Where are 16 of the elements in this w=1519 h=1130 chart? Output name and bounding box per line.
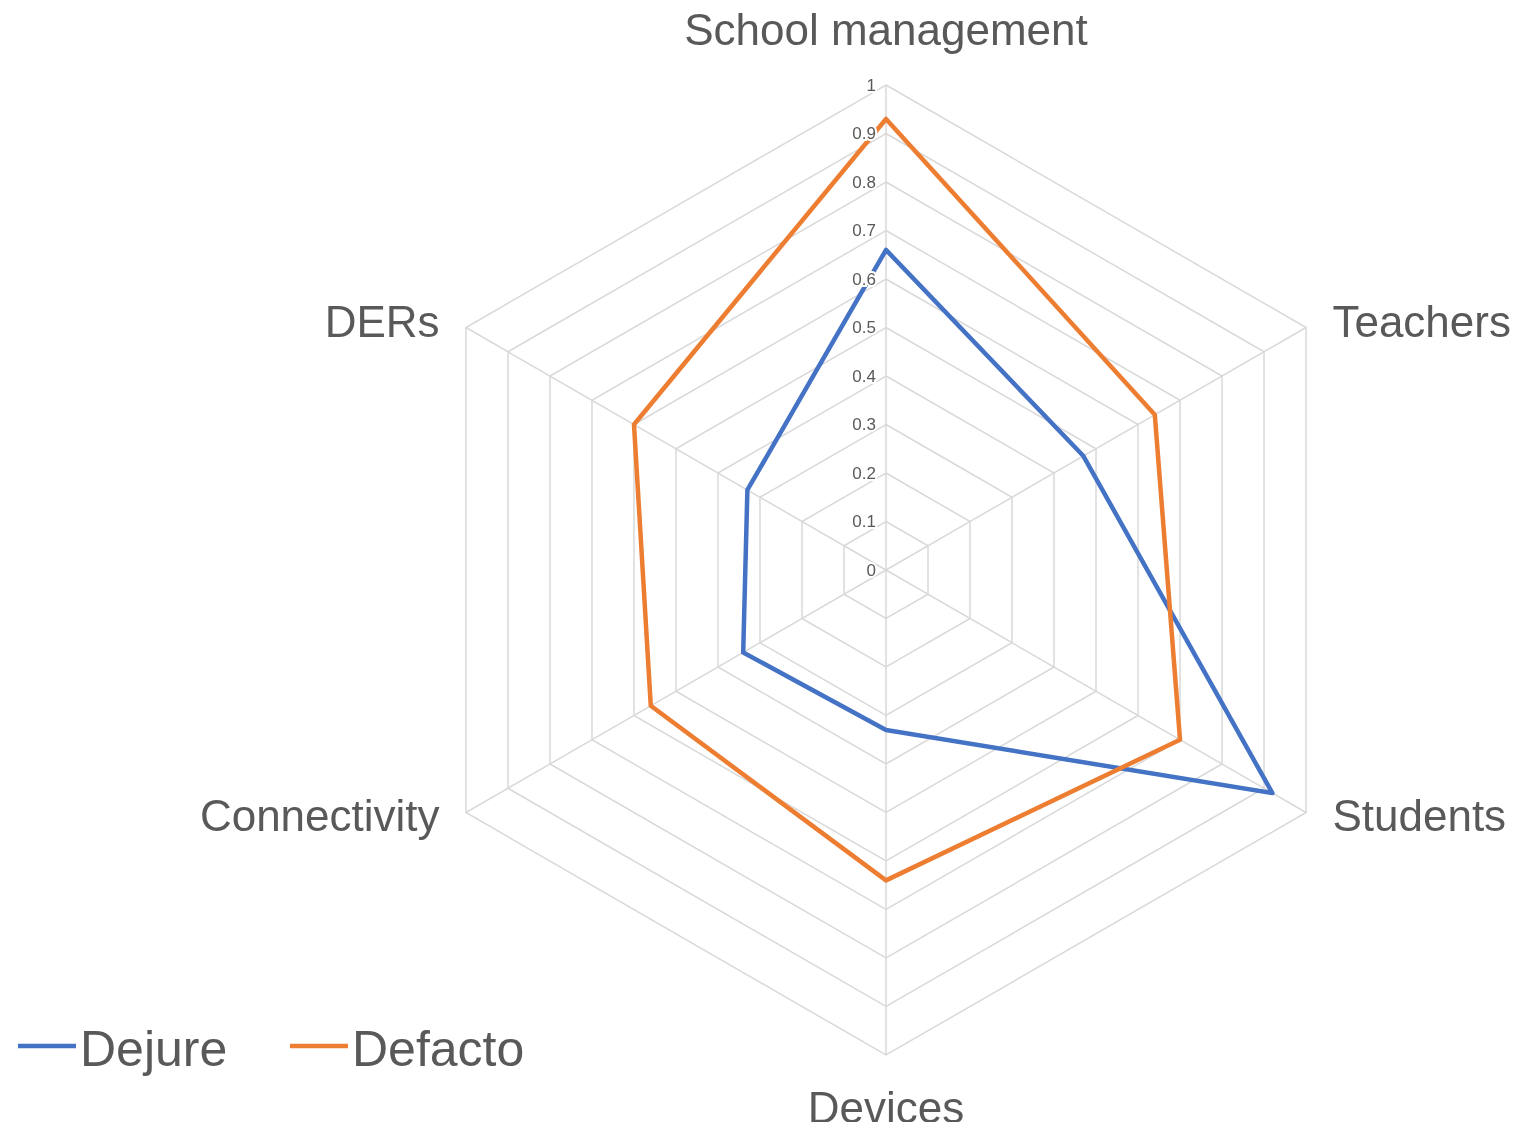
spoke-label: Students	[1332, 791, 1507, 841]
spoke-label: School management	[684, 5, 1088, 55]
y-tick-label: 0.7	[852, 221, 876, 241]
y-tick-label: 0.5	[852, 318, 876, 338]
y-tick-label: 0.8	[852, 172, 876, 192]
y-tick-label: 0.1	[852, 512, 876, 532]
y-tick-label: 1	[866, 75, 876, 95]
legend-label: Defacto	[352, 1020, 525, 1077]
spoke-label: DERs	[324, 296, 440, 346]
y-tick-label: 0.4	[852, 366, 876, 386]
spoke-label: Connectivity	[199, 791, 440, 841]
y-tick-label: 0	[866, 560, 876, 580]
y-tick-label: 0.3	[852, 415, 876, 435]
legend-label: Dejure	[80, 1020, 228, 1077]
spoke-label: Teachers	[1332, 296, 1511, 346]
y-tick-label: 0.2	[852, 463, 876, 483]
